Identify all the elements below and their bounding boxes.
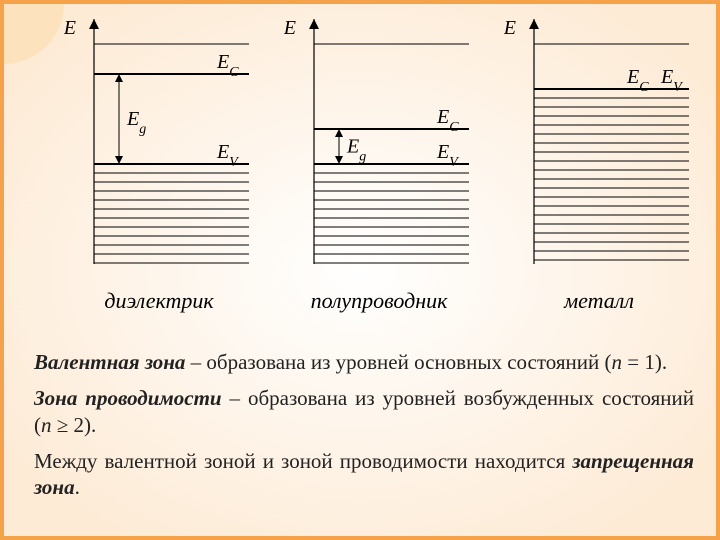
caption: металл (504, 288, 694, 314)
svg-text:EV: EV (660, 66, 683, 95)
caption: полупроводник (284, 288, 474, 314)
paragraph-valence: Валентная зона – образована из уровней о… (34, 349, 694, 375)
svg-text:EC: EC (626, 66, 649, 95)
caption: диэлектрик (64, 288, 254, 314)
term: Зона проводимости (34, 386, 222, 410)
svg-text:Eg: Eg (126, 108, 146, 137)
svg-text:EC: EC (216, 51, 239, 80)
term: Валентная зона (34, 350, 185, 374)
svg-text:E: E (504, 17, 516, 39)
text-block: Валентная зона – образована из уровней о… (34, 344, 694, 510)
svg-text:Eg: Eg (346, 136, 366, 165)
svg-text:E: E (64, 17, 76, 39)
diagram-row: E EC EV Eg диэлектрик E EC EV Eg полупроводник… (64, 14, 694, 324)
diagram-svg: E EC EV Eg (64, 14, 254, 284)
slide: E EC EV Eg диэлектрик E EC EV Eg полупроводник… (0, 0, 720, 540)
diagram-semiconductor: E EC EV Eg полупроводник (284, 14, 474, 314)
paragraph-conduction: Зона проводимости – образована из уровне… (34, 385, 694, 438)
text: ≥ 2). (52, 413, 97, 437)
diagram-dielectric: E EC EV Eg диэлектрик (64, 14, 254, 314)
text: Между валентной зоной и зоной проводимос… (34, 449, 572, 473)
text: – образована из уровней основных состоян… (185, 350, 611, 374)
svg-text:EV: EV (436, 141, 459, 170)
decorative-corner (4, 4, 64, 64)
var: n (611, 350, 622, 374)
text: . (75, 475, 80, 499)
diagram-svg: E EC EV (504, 14, 694, 284)
diagram-metal: E EC EV металл (504, 14, 694, 314)
svg-text:E: E (284, 17, 296, 39)
svg-text:EC: EC (436, 106, 459, 135)
svg-text:EV: EV (216, 141, 239, 170)
var: n (41, 413, 52, 437)
text: = 1). (622, 350, 667, 374)
diagram-svg: E EC EV Eg (284, 14, 474, 284)
paragraph-forbidden: Между валентной зоной и зоной проводимос… (34, 448, 694, 501)
